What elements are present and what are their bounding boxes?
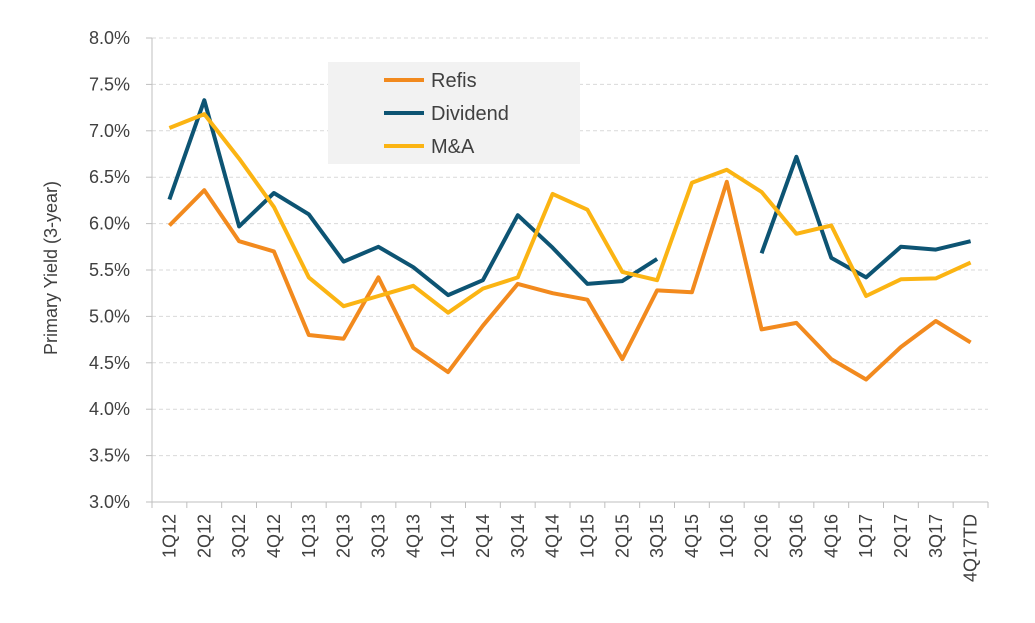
legend: Refis Dividend M&A bbox=[328, 62, 580, 164]
x-tick-label: 3Q14 bbox=[508, 514, 528, 558]
x-tick-label: 3Q17 bbox=[926, 514, 946, 558]
x-tick-label: 1Q13 bbox=[299, 514, 319, 558]
x-tick-label: 2Q16 bbox=[752, 514, 772, 558]
gridlines bbox=[152, 37, 988, 457]
x-tick-label: 3Q13 bbox=[368, 514, 388, 558]
x-tick-label: 2Q13 bbox=[334, 514, 354, 558]
x-tick-label: 3Q15 bbox=[647, 514, 667, 558]
x-tick-label: 1Q15 bbox=[577, 514, 597, 558]
x-tick-label: 4Q13 bbox=[403, 514, 423, 558]
x-tick-label: 1Q14 bbox=[438, 514, 458, 558]
series-line-m-a bbox=[168, 112, 972, 315]
x-tick-label: 4Q14 bbox=[543, 514, 563, 558]
y-tick-label: 8.0% bbox=[89, 28, 130, 48]
x-tick-label: 1Q12 bbox=[159, 514, 179, 558]
y-tick-label: 5.5% bbox=[89, 260, 130, 280]
x-tick-label: 2Q17 bbox=[891, 514, 911, 558]
y-tick-label: 4.5% bbox=[89, 353, 130, 373]
x-tick-label: 4Q12 bbox=[264, 514, 284, 558]
x-tick-label: 2Q12 bbox=[194, 514, 214, 558]
legend-label-m-a: M&A bbox=[431, 136, 475, 158]
series-line-dividend bbox=[759, 154, 972, 280]
y-tick-label: 7.0% bbox=[89, 121, 130, 141]
series-lines bbox=[167, 98, 972, 382]
legend-background bbox=[328, 62, 580, 164]
series-line-refis bbox=[167, 179, 972, 382]
y-axis-title: Primary Yield (3-year) bbox=[41, 181, 61, 355]
y-tick-label: 3.5% bbox=[89, 446, 130, 466]
x-tick-label: 4Q15 bbox=[682, 514, 702, 558]
series-line-dividend bbox=[167, 98, 659, 298]
y-tick-label: 4.0% bbox=[89, 399, 130, 419]
legend-label-dividend: Dividend bbox=[431, 103, 509, 125]
x-tick-label: 1Q16 bbox=[717, 514, 737, 558]
x-tick-label: 3Q12 bbox=[229, 514, 249, 558]
x-tick-label: 2Q14 bbox=[473, 514, 493, 558]
y-tick-label: 6.0% bbox=[89, 214, 130, 234]
y-tick-label: 5.0% bbox=[89, 306, 130, 326]
axes: 3.0% 3.5% 4.0% 4.5% 5.0% 5.5% 6.0% 6.5% 7.0% 7.5%… bbox=[89, 28, 989, 582]
legend-label-refis: Refis bbox=[431, 70, 477, 92]
y-tick-label: 7.5% bbox=[89, 74, 130, 94]
y-tick-label: 3.0% bbox=[89, 492, 130, 512]
x-tick-label: 4Q17TD bbox=[961, 514, 981, 582]
x-tick-label: 1Q17 bbox=[856, 514, 876, 558]
x-tick-label: 4Q16 bbox=[821, 514, 841, 558]
x-tick-label: 3Q16 bbox=[786, 514, 806, 558]
x-tick-label: 2Q15 bbox=[612, 514, 632, 558]
y-tick-label: 6.5% bbox=[89, 167, 130, 187]
